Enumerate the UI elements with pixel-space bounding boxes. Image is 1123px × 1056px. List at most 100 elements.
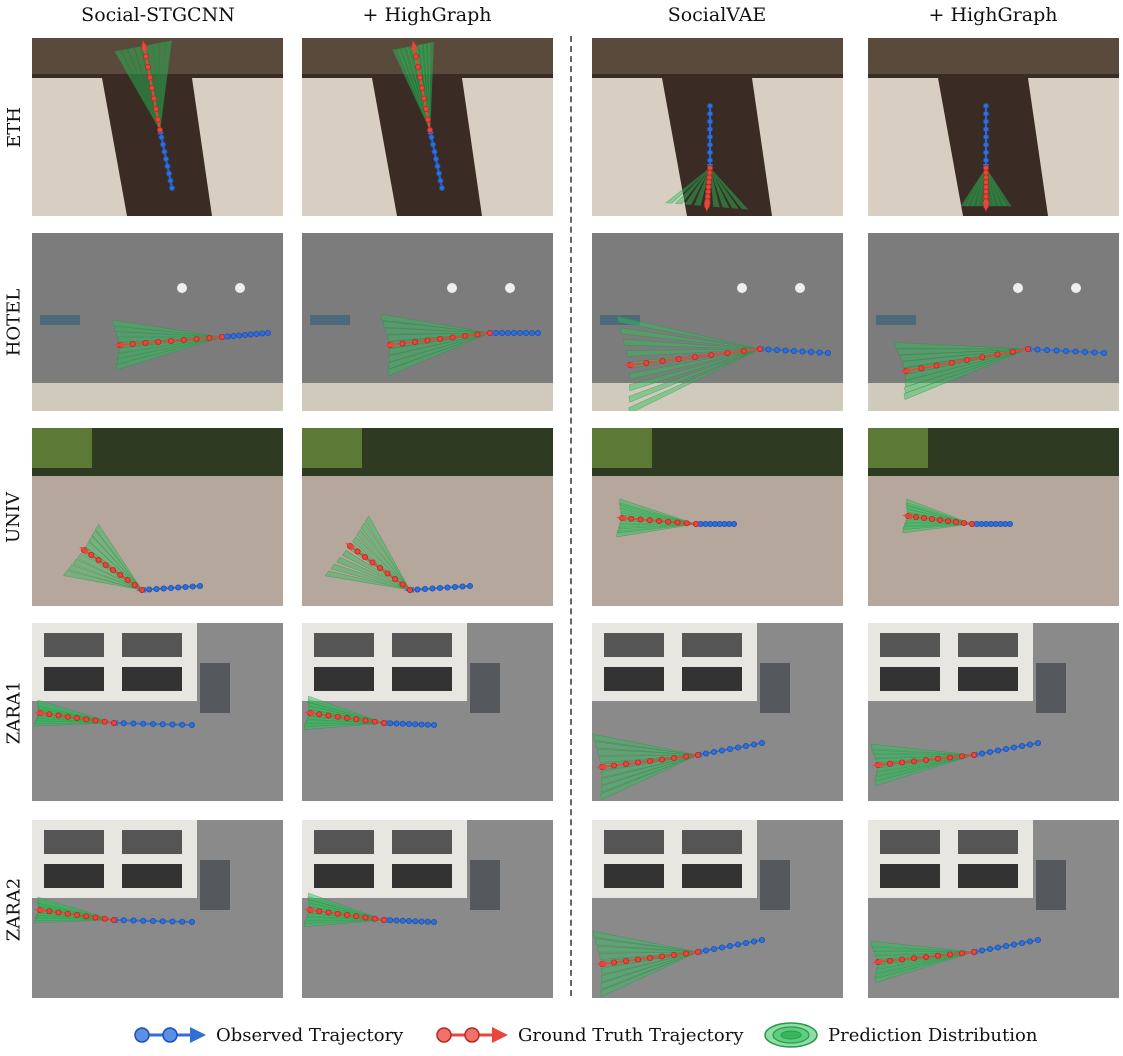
prediction-sample: [875, 754, 975, 782]
observed-trajectory-point: [159, 721, 166, 728]
ground-truth-trajectory-point: [647, 954, 654, 961]
prediction-sample: [684, 167, 711, 206]
observed-trajectory-point: [140, 917, 147, 924]
lamp: [1013, 283, 1023, 293]
ground-truth-trajectory-point: [371, 718, 378, 725]
ground-truth-trajectory-point: [142, 340, 149, 347]
prediction-sample: [623, 338, 761, 350]
prediction-sample: [72, 558, 143, 591]
legend-prediction-label: Prediction Distribution: [828, 1024, 1038, 1046]
ground-truth-trajectory-point: [124, 576, 131, 583]
ground-truth-trajectory-arrowhead: [345, 542, 355, 551]
prediction-distribution-icon: [764, 1022, 818, 1048]
ground-truth-trajectory-arrowhead: [902, 513, 913, 520]
prediction-sample: [307, 695, 385, 724]
observed-trajectory-point: [150, 918, 157, 925]
ground-truth-trajectory-point: [449, 334, 456, 341]
ground-truth-trajectory-point: [419, 85, 426, 92]
ground-truth-trajectory-point: [353, 913, 360, 920]
prediction-sample: [380, 313, 491, 334]
observed-trajectory-point: [435, 170, 442, 177]
prediction-sample: [114, 325, 223, 338]
ground-truth-trajectory-point: [334, 910, 341, 917]
observed-trajectory-point: [703, 947, 710, 954]
ground-truth-trajectory-point: [969, 521, 976, 528]
ground-truth-trajectory-point: [46, 908, 53, 915]
window: [682, 830, 742, 854]
ground-truth-trajectory-point: [344, 715, 351, 722]
lamp: [505, 283, 515, 293]
ground-truth-trajectory-point: [923, 953, 930, 960]
scene-image: [302, 233, 553, 411]
prediction-sample: [594, 938, 699, 953]
window: [44, 864, 104, 888]
ground-truth-trajectory-point: [399, 340, 406, 347]
building-edge: [868, 38, 1119, 74]
ground-truth-trajectory-point: [316, 711, 323, 718]
observed-trajectory-point: [765, 346, 772, 353]
observed-trajectory-point: [196, 582, 203, 589]
ground-truth-trajectory-point: [415, 63, 422, 70]
ground-truth-trajectory-point: [92, 914, 99, 921]
ground-truth-trajectory-point: [55, 712, 62, 719]
observed-trajectory-point: [412, 721, 419, 728]
observed-trajectory-point: [162, 156, 169, 163]
observed-trajectory-point: [130, 720, 137, 727]
ground-truth-trajectory-point: [1024, 346, 1031, 353]
prediction-sample: [875, 951, 975, 979]
prediction-sample: [592, 733, 699, 756]
panel-hotel-1: [302, 233, 553, 411]
ground-truth-trajectory-point: [101, 915, 108, 922]
ground-truth-trajectory-point: [157, 127, 164, 134]
panel-hotel-3: [868, 233, 1119, 411]
prediction-sample: [875, 754, 975, 778]
ground-truth-trajectory-arrowhead: [624, 361, 635, 368]
grass-patch: [868, 428, 928, 468]
panel-hotel-0: [32, 233, 283, 411]
ground-truth-trajectory-point: [695, 751, 702, 758]
ground-truth-trajectory-point: [371, 915, 378, 922]
prediction-sample: [600, 951, 699, 998]
observed-trajectory-point: [534, 330, 541, 337]
ground-truth-trajectory-point: [675, 356, 682, 363]
ground-truth-trajectory-point: [102, 561, 109, 568]
ground-truth-trajectory-point: [117, 571, 124, 578]
ground-truth-trajectory-point: [427, 127, 434, 134]
ground-truth-trajectory-arrowhead: [114, 341, 125, 348]
ground-truth-trajectory-point: [921, 515, 928, 522]
observed-trajectory-point: [120, 917, 127, 924]
ground-truth-trajectory-arrowhead: [596, 960, 607, 967]
window: [880, 633, 940, 657]
prediction-sample: [396, 47, 431, 131]
ground-truth-trajectory-point: [959, 753, 966, 760]
railing: [302, 383, 553, 411]
observed-trajectory-icon: [134, 1027, 206, 1043]
observed-trajectory-point: [259, 330, 266, 337]
ground-truth-trajectory-point: [145, 63, 152, 70]
window: [958, 633, 1018, 657]
panel-zara1-0: [32, 623, 283, 801]
ground-truth-trajectory-point: [83, 913, 90, 920]
observed-trajectory-point: [734, 941, 741, 948]
observed-trajectory-point: [707, 110, 714, 117]
prediction-sample: [894, 342, 1029, 350]
prediction-sample: [36, 699, 115, 724]
prediction-sample: [874, 951, 975, 984]
observed-trajectory-point: [707, 141, 714, 148]
prediction-sample: [597, 945, 699, 953]
ground-truth-trajectory-point: [683, 520, 690, 527]
ground-truth-trajectory-point: [353, 716, 360, 723]
prediction-sample: [116, 336, 223, 365]
panel-zara1-2: [592, 623, 843, 801]
observed-trajectory-point: [1081, 349, 1088, 356]
bench: [876, 315, 916, 325]
ground-truth-trajectory-point: [898, 759, 905, 766]
observed-trajectory-point: [1091, 349, 1098, 356]
ground-truth-trajectory-point: [95, 556, 102, 563]
window: [958, 667, 1018, 691]
prediction-sample: [874, 754, 975, 787]
observed-trajectory-point: [995, 747, 1002, 754]
ground-truth-trajectory-point: [724, 350, 731, 357]
ground-truth-trajectory-point: [92, 717, 99, 724]
observed-trajectory-point: [230, 333, 237, 340]
